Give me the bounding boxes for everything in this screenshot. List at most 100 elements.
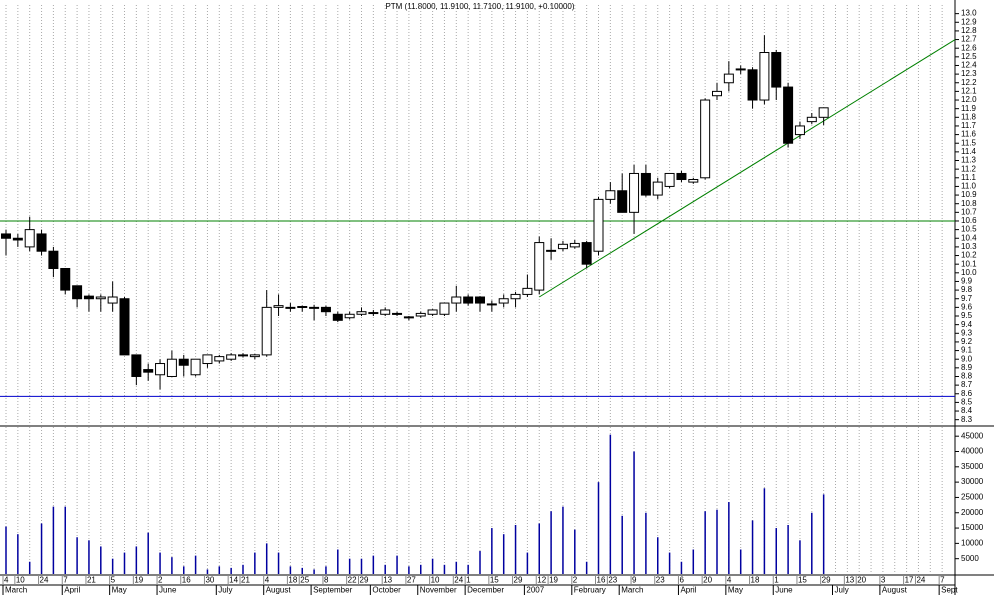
volume-bar	[728, 502, 730, 574]
candle-body	[593, 198, 604, 252]
volume-bar	[277, 552, 280, 574]
volume-bar	[289, 566, 292, 574]
candle-body	[309, 306, 320, 309]
candle-body	[569, 242, 580, 248]
volume-bar	[420, 564, 422, 574]
volume-bar	[147, 532, 149, 574]
x-tick-label: 9	[632, 576, 637, 585]
candle-body	[48, 250, 59, 269]
x-tick-label: 1	[466, 576, 471, 585]
volume-bar	[668, 552, 671, 574]
x-tick-label: 5	[111, 576, 116, 585]
volume-bar	[431, 558, 434, 574]
candle-body	[285, 306, 296, 309]
y-tick-label: 11.3	[961, 156, 977, 165]
volume-bar	[799, 540, 801, 574]
y-tick-label: 25000	[961, 493, 984, 502]
y-tick-label: 9.5	[961, 311, 973, 320]
y-tick-label: 11.5	[961, 138, 977, 147]
y-tick-label: 20000	[961, 508, 984, 517]
y-tick-label: 10.7	[961, 207, 977, 216]
month-label: August	[882, 586, 908, 595]
candle-body	[226, 354, 237, 360]
candle-body	[771, 52, 782, 88]
x-tick-label: 29	[822, 576, 831, 585]
volume-bar	[171, 557, 173, 574]
volume-bar	[811, 512, 813, 574]
y-tick-label: 9.2	[961, 337, 973, 346]
volume-bar	[822, 494, 825, 574]
x-tick-label: 16	[597, 576, 606, 585]
month-label: 2007	[526, 586, 544, 595]
volume-bar	[550, 511, 552, 574]
candle-body	[498, 298, 509, 304]
volume-bar	[538, 523, 540, 574]
volume-bar	[40, 523, 43, 574]
candle-body	[605, 190, 616, 200]
x-tick-label: 25	[300, 576, 309, 585]
candle-body	[166, 358, 177, 377]
x-tick-label: 27	[407, 576, 416, 585]
volume-bar	[28, 561, 31, 574]
y-tick-label: 5000	[961, 554, 979, 563]
month-label: September	[313, 586, 352, 595]
volume-bar	[514, 525, 517, 574]
x-tick-label: 21	[241, 576, 250, 585]
candle-body	[463, 296, 474, 304]
volume-bar	[704, 511, 706, 574]
volume-bar	[751, 520, 754, 574]
month-label: February	[574, 586, 606, 595]
candle-body	[356, 311, 367, 315]
x-tick-label: 24	[40, 576, 49, 585]
x-tick-label: 24	[454, 576, 463, 585]
trendline	[538, 39, 956, 298]
x-tick-label: 23	[656, 576, 665, 585]
candle-body	[1, 233, 11, 239]
candle-body	[332, 313, 343, 321]
month-label: June	[775, 586, 793, 595]
y-tick-label: 8.9	[961, 363, 973, 372]
volume-bar	[716, 509, 718, 574]
volume-bar	[64, 506, 66, 574]
y-tick-label: 8.8	[961, 372, 973, 381]
month-label: August	[266, 586, 292, 595]
candle-body	[439, 302, 450, 315]
candle-body	[712, 90, 722, 97]
x-tick-label: 30	[205, 576, 214, 585]
y-tick-label: 13.0	[961, 9, 977, 18]
month-label: July	[218, 586, 232, 595]
x-tick-label: 20	[703, 576, 712, 585]
candle-body	[344, 313, 355, 319]
candle-body	[427, 309, 438, 315]
candle-body	[652, 181, 663, 196]
volume-bar	[574, 529, 576, 574]
candle-body	[107, 296, 118, 304]
x-tick-label: 4	[727, 576, 732, 585]
volume-bar	[348, 558, 351, 574]
candle-body	[297, 306, 308, 309]
volume-bar	[657, 537, 659, 574]
x-tick-label: 12	[537, 576, 546, 585]
candle-body	[640, 172, 651, 196]
y-tick-label: 10.9	[961, 190, 977, 199]
volume-bar	[739, 549, 742, 574]
candle-body	[486, 303, 497, 306]
month-label: March	[621, 586, 643, 595]
y-tick-label: 8.3	[961, 415, 973, 424]
volume-bar	[254, 552, 256, 574]
volume-bar	[775, 528, 777, 574]
x-tick-label: 20	[857, 576, 866, 585]
candle-body	[214, 356, 225, 362]
y-tick-label: 40000	[961, 447, 984, 456]
y-tick-label: 11.9	[961, 104, 977, 113]
x-tick-label: 18	[288, 576, 297, 585]
volume-bar	[585, 561, 588, 574]
y-tick-label: 11.6	[961, 130, 977, 139]
y-tick-label: 11.8	[961, 112, 977, 121]
volume-bar	[467, 564, 469, 574]
volume-bar	[5, 526, 7, 574]
y-tick-label: 35000	[961, 462, 984, 471]
y-tick-label: 12.7	[961, 35, 977, 44]
